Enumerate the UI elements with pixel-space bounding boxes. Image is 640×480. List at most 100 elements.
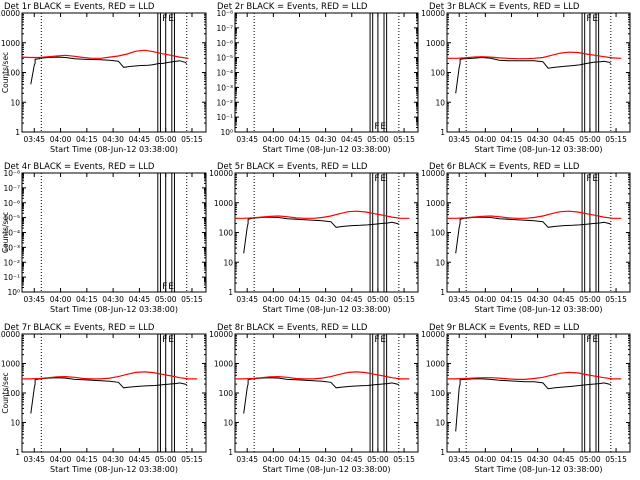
x-tick-label: 04:30	[315, 135, 337, 144]
x-tick-label: 04:30	[102, 455, 124, 464]
x-tick-label: 04:15	[289, 455, 311, 464]
y-tick-label: 1	[15, 448, 20, 457]
y-tick-label: 10⁻⁸	[216, 9, 233, 18]
plot-frame	[234, 333, 419, 453]
series-events	[455, 216, 611, 254]
x-tick-label: 04:30	[527, 135, 549, 144]
x-tick-label: 04:30	[527, 455, 549, 464]
y-tick-label: 10000	[421, 330, 445, 339]
y-tick-label: 10000	[0, 330, 20, 339]
flag-e: E	[592, 14, 598, 24]
panel-title: Det 3r BLACK = Events, RED = LLD	[429, 2, 580, 12]
y-tick-label: 10000	[209, 169, 233, 178]
flag-f: F	[374, 335, 379, 345]
x-tick-label: 04:00	[50, 135, 72, 144]
x-axis-label: Start Time (08-Jun-12 03:38:00)	[50, 465, 178, 474]
panel-6: Det 6r BLACK = Events, RED = LLD 1 10 100 10…	[421, 162, 631, 314]
x-tick-label: 03:45	[23, 455, 45, 464]
x-tick-label: 05:00	[367, 455, 389, 464]
y-tick-label: 10⁻⁶	[3, 199, 20, 208]
flag-f: F	[586, 14, 591, 24]
x-tick-label: 04:45	[341, 135, 363, 144]
y-tick-label: 10⁻¹	[3, 273, 20, 282]
y-tick-label: 10000	[0, 9, 20, 18]
x-tick-label: 04:15	[76, 455, 98, 464]
x-tick-label: 04:45	[553, 295, 575, 304]
y-axis-label: Counts/sec	[1, 52, 10, 93]
y-tick-label: 100	[219, 389, 234, 398]
panel-title: Det 7r BLACK = Events, RED = LLD	[4, 323, 155, 333]
y-tick-label: 1000	[426, 199, 445, 208]
series-lld	[235, 371, 410, 380]
flag-e: E	[592, 335, 598, 345]
x-tick-label: 03:45	[448, 455, 470, 464]
panel-5: Det 5r BLACK = Events, RED = LLD 1 10 100 10…	[209, 162, 419, 314]
y-tick-label: 10000	[421, 169, 445, 178]
plot-frame	[21, 333, 207, 453]
panel-9: Det 9r BLACK = Events, RED = LLD 1 10 100 10…	[421, 323, 631, 474]
series-lld	[21, 49, 189, 59]
plot-frame	[234, 172, 419, 293]
y-tick-label: 100	[6, 389, 21, 398]
x-tick-label: 05:15	[605, 455, 627, 464]
x-tick-label: 04:45	[553, 135, 575, 144]
series-events	[243, 216, 399, 254]
y-tick-label: 10⁻³	[216, 83, 233, 92]
x-tick-label: 05:15	[393, 295, 415, 304]
y-tick-label: 1000	[214, 199, 233, 208]
series-events	[243, 377, 399, 414]
series-events	[30, 56, 187, 85]
x-axis-label: Start Time (08-Jun-12 03:38:00)	[475, 465, 603, 474]
x-tick-label: 04:15	[76, 135, 98, 144]
x-tick-label: 04:15	[289, 295, 311, 304]
x-tick-label: 05:00	[579, 455, 601, 464]
y-tick-label: 10000	[209, 330, 233, 339]
plot-frame	[21, 12, 207, 133]
y-tick-label: 100	[6, 69, 21, 78]
y-tick-label: 100	[431, 69, 446, 78]
x-tick-label: 05:15	[393, 455, 415, 464]
x-tick-label: 03:45	[236, 455, 258, 464]
x-tick-label: 05:15	[181, 455, 203, 464]
series-lld	[447, 210, 622, 219]
flag-f: F	[374, 122, 379, 132]
x-tick-label: 04:00	[50, 295, 72, 304]
x-tick-label: 04:15	[501, 135, 523, 144]
y-tick-label: 10⁻²	[216, 98, 233, 107]
y-tick-label: 1000	[426, 360, 445, 369]
panel-2: Det 2r BLACK = Events, RED = LLD 10⁰ 10⁻¹ 1…	[216, 2, 419, 154]
y-tick-label: 10⁻³	[3, 243, 20, 252]
panel-title: Det 5r BLACK = Events, RED = LLD	[217, 162, 368, 172]
y-tick-label: 1000	[1, 360, 20, 369]
y-tick-label: 10⁻⁷	[3, 184, 20, 193]
x-axis-label: Start Time (08-Jun-12 03:38:00)	[50, 305, 178, 314]
x-tick-label: 04:00	[475, 135, 497, 144]
x-tick-label: 03:45	[236, 135, 258, 144]
x-tick-label: 04:30	[315, 455, 337, 464]
panel-8: Det 8r BLACK = Events, RED = LLD 1 10 100 10…	[209, 323, 419, 474]
x-tick-label: 04:30	[315, 295, 337, 304]
x-tick-label: 04:00	[50, 455, 72, 464]
y-axis-label: Counts/sec	[1, 212, 10, 253]
x-tick-label: 05:00	[367, 295, 389, 304]
flag-f: F	[586, 335, 591, 345]
x-tick-label: 04:00	[263, 295, 285, 304]
y-tick-label: 10	[10, 419, 20, 428]
panel-title: Det 4r BLACK = Events, RED = LLD	[4, 162, 155, 172]
series-events	[455, 378, 611, 432]
y-tick-label: 10⁻⁸	[3, 169, 20, 178]
flag-f: F	[586, 174, 591, 184]
y-tick-label: 10⁰	[7, 288, 20, 297]
plot-frame	[446, 172, 631, 293]
y-tick-label: 1	[228, 288, 233, 297]
y-tick-label: 1	[228, 448, 233, 457]
series-events	[455, 56, 612, 94]
panel-3: Det 3r BLACK = Events, RED = LLD 1 10 100 10…	[421, 2, 631, 154]
panel-1: Det 1r BLACK = Events, RED = LLD 1 10 100 10…	[0, 2, 207, 154]
x-tick-label: 04:15	[501, 295, 523, 304]
y-tick-label: 10000	[421, 9, 445, 18]
panel-title: Det 9r BLACK = Events, RED = LLD	[429, 323, 580, 333]
y-tick-label: 1	[440, 288, 445, 297]
plot-frame	[446, 12, 631, 133]
x-tick-label: 04:45	[129, 135, 151, 144]
